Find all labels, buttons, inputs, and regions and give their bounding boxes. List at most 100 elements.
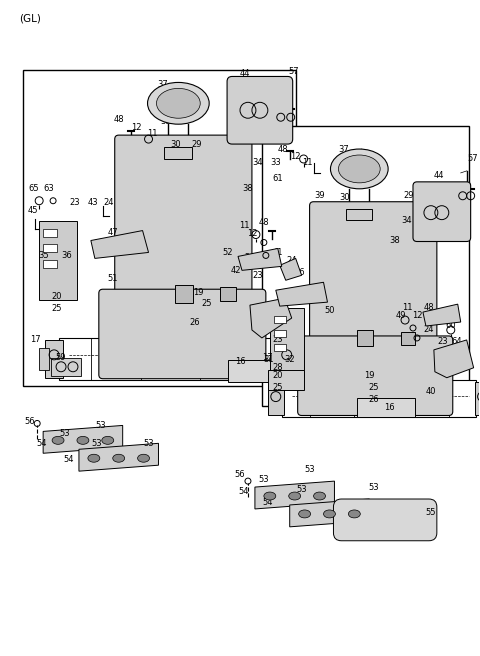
Text: 54: 54 xyxy=(64,455,74,464)
Bar xyxy=(274,316,286,323)
Text: 11: 11 xyxy=(147,129,158,138)
Text: 64: 64 xyxy=(451,337,462,346)
Bar xyxy=(278,340,296,378)
Text: 15: 15 xyxy=(456,350,466,359)
Bar xyxy=(23,70,296,386)
Text: 49: 49 xyxy=(396,310,406,319)
Text: 24: 24 xyxy=(104,198,114,207)
Bar xyxy=(268,370,304,390)
Ellipse shape xyxy=(348,510,360,518)
Polygon shape xyxy=(238,249,282,270)
FancyBboxPatch shape xyxy=(115,135,252,297)
Bar xyxy=(39,348,49,370)
Polygon shape xyxy=(290,499,369,527)
Bar xyxy=(475,382,480,415)
Text: 25: 25 xyxy=(201,298,212,308)
Polygon shape xyxy=(434,340,474,378)
Text: 29: 29 xyxy=(191,140,202,148)
Ellipse shape xyxy=(52,436,64,444)
Polygon shape xyxy=(423,304,461,326)
Text: 35: 35 xyxy=(38,251,48,260)
Text: 12: 12 xyxy=(412,310,422,319)
Text: (GL): (GL) xyxy=(19,14,41,24)
Text: 25: 25 xyxy=(273,383,283,392)
Text: 39: 39 xyxy=(314,192,325,200)
Text: 12: 12 xyxy=(290,152,301,161)
Text: 34: 34 xyxy=(252,159,263,167)
Text: 20: 20 xyxy=(52,292,62,300)
Bar xyxy=(43,245,57,253)
Polygon shape xyxy=(280,258,301,280)
Text: 56: 56 xyxy=(235,470,245,479)
Text: 48: 48 xyxy=(423,302,434,312)
Text: 19: 19 xyxy=(364,371,374,380)
Text: 44: 44 xyxy=(433,171,444,180)
Text: 17: 17 xyxy=(30,335,40,344)
Text: 50: 50 xyxy=(324,306,335,315)
Text: 55: 55 xyxy=(426,508,436,518)
Text: 37: 37 xyxy=(338,144,349,154)
Ellipse shape xyxy=(299,510,311,518)
Bar xyxy=(282,380,476,417)
Text: 29: 29 xyxy=(404,192,414,200)
Bar xyxy=(357,398,415,417)
Text: 40: 40 xyxy=(426,387,436,396)
Text: 53: 53 xyxy=(368,483,379,491)
Text: 53: 53 xyxy=(143,439,154,448)
Text: 19: 19 xyxy=(193,288,204,297)
Text: 53: 53 xyxy=(96,421,106,430)
Text: 62: 62 xyxy=(260,258,270,267)
Text: 57: 57 xyxy=(288,67,299,76)
Text: 65: 65 xyxy=(28,184,38,194)
Text: 54: 54 xyxy=(36,439,47,448)
Text: 54: 54 xyxy=(239,487,249,495)
Bar xyxy=(347,209,372,220)
Text: 11: 11 xyxy=(302,159,313,167)
Text: 38: 38 xyxy=(242,184,253,194)
Text: 53: 53 xyxy=(296,485,307,493)
Ellipse shape xyxy=(313,492,325,500)
Polygon shape xyxy=(79,443,158,471)
Bar xyxy=(43,228,57,237)
Bar xyxy=(43,260,57,268)
Text: 41: 41 xyxy=(273,248,283,257)
Bar xyxy=(274,330,286,337)
Text: 48: 48 xyxy=(113,115,124,124)
FancyBboxPatch shape xyxy=(334,499,437,541)
Text: 24: 24 xyxy=(245,253,255,262)
Text: 39: 39 xyxy=(160,117,171,126)
Text: 34: 34 xyxy=(402,216,412,225)
Text: 54: 54 xyxy=(263,499,273,508)
Text: 25: 25 xyxy=(52,304,62,313)
Polygon shape xyxy=(255,481,335,509)
Ellipse shape xyxy=(264,492,276,500)
Text: 33: 33 xyxy=(418,216,428,225)
Text: 53: 53 xyxy=(92,439,102,448)
Text: 26: 26 xyxy=(189,318,200,327)
Text: 53: 53 xyxy=(259,475,269,483)
Text: 12: 12 xyxy=(132,123,142,132)
Text: 33: 33 xyxy=(270,159,281,167)
Text: 16: 16 xyxy=(235,358,245,366)
FancyBboxPatch shape xyxy=(227,77,293,144)
Ellipse shape xyxy=(88,454,100,462)
Text: 24: 24 xyxy=(287,256,297,265)
Bar xyxy=(357,330,373,346)
Text: 24: 24 xyxy=(424,325,434,335)
Bar xyxy=(220,287,236,301)
Ellipse shape xyxy=(330,149,388,189)
Text: 61: 61 xyxy=(273,174,283,184)
Text: 57: 57 xyxy=(468,154,478,163)
Text: 44: 44 xyxy=(240,69,250,78)
Text: 20: 20 xyxy=(273,371,283,380)
Text: 56: 56 xyxy=(24,417,35,426)
Ellipse shape xyxy=(147,83,209,124)
Text: 25: 25 xyxy=(368,383,378,392)
Text: 11: 11 xyxy=(239,221,249,230)
Text: 48: 48 xyxy=(259,218,269,227)
FancyBboxPatch shape xyxy=(298,336,453,415)
Ellipse shape xyxy=(288,492,300,500)
Ellipse shape xyxy=(138,454,150,462)
FancyBboxPatch shape xyxy=(99,289,266,379)
Bar xyxy=(270,308,304,376)
